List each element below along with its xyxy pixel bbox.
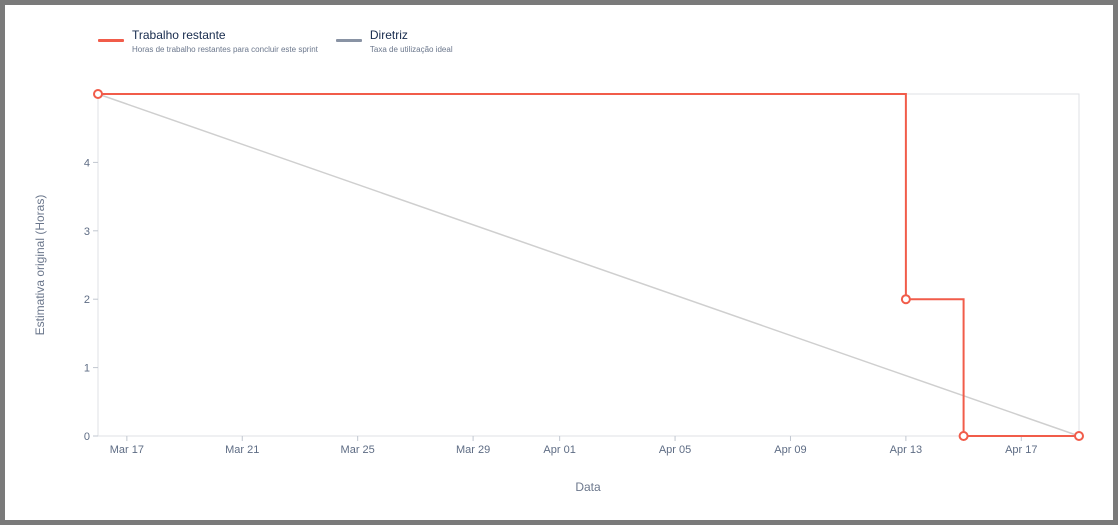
x-tick-label: Apr 09 [774,444,806,456]
series-line-guideline [97,93,1080,437]
x-tick-label: Apr 01 [543,444,575,456]
x-tick-label: Mar 29 [456,444,490,456]
x-axis-label: Data [575,480,601,494]
y-axis-label: Estimativa original (Horas) [33,195,47,336]
burndown-chart: 0 1 2 3 4 Mar 17 Mar 21 Mar 25 Mar 29 Apr 01 Apr … [33,89,1084,494]
y-tick-label: 0 [84,431,90,443]
series-line-remaining-work [98,93,1079,437]
legend-item-guideline[interactable]: Diretriz Taxa de utilização ideal [335,27,453,55]
x-tick-label: Mar 25 [341,444,375,456]
series-layer [97,93,1080,437]
legend-item-remaining-work[interactable]: Trabalho restante Horas de trabalho rest… [98,27,318,55]
x-tick-label: Apr 13 [890,444,922,456]
legend-title-remaining-work: Trabalho restante [132,28,226,42]
legend-desc-remaining-work: Horas de trabalho restantes para conclui… [132,45,318,54]
y-axis-ticks: 0 1 2 3 4 [84,157,98,443]
x-tick-label: Apr 17 [1005,444,1037,456]
legend-swatch-remaining-work [98,39,124,42]
data-point[interactable] [900,294,911,305]
legend-text-remaining-work: Trabalho restante Horas de trabalho rest… [132,27,318,55]
y-tick-label: 3 [84,226,90,238]
chart-legend: Trabalho restante Horas de trabalho rest… [98,27,453,55]
x-tick-label: Mar 21 [225,444,259,456]
legend-text-guideline: Diretriz Taxa de utilização ideal [370,27,453,55]
x-tick-label: Mar 17 [110,444,144,456]
x-tick-label: Apr 05 [659,444,691,456]
y-tick-label: 1 [84,363,90,375]
legend-title-guideline: Diretriz [369,28,408,42]
legend-desc-guideline: Taxa de utilização ideal [369,45,453,54]
y-tick-label: 4 [84,157,90,169]
data-point[interactable] [1074,431,1084,441]
legend-swatch-guideline [335,39,362,42]
data-point[interactable] [93,89,103,99]
x-axis-ticks: Mar 17 Mar 21 Mar 25 Mar 29 Apr 01 Apr 05 Apr … [110,436,1038,456]
y-tick-label: 2 [84,294,90,306]
data-point[interactable] [958,431,969,441]
points-layer [93,89,1084,441]
